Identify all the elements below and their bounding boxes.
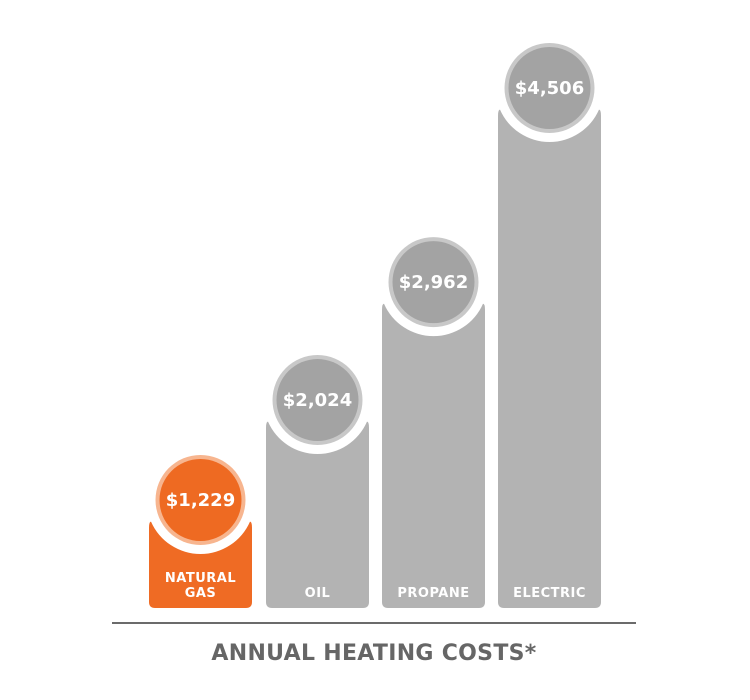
chart-title: ANNUAL HEATING COSTS* <box>211 641 536 666</box>
category-label: GAS <box>185 586 217 601</box>
category-label: OIL <box>305 586 331 601</box>
value-circle <box>392 241 475 324</box>
bar <box>149 521 252 608</box>
value-circle <box>508 47 591 129</box>
bar-group: $4,506 ELECTRIC <box>498 43 601 609</box>
category-label: ELECTRIC <box>513 586 586 601</box>
bar <box>382 303 485 608</box>
bar <box>498 109 601 609</box>
bar-group: $2,024 OIL <box>266 355 369 608</box>
bar <box>266 421 369 608</box>
value-circle <box>159 459 242 541</box>
value-circle <box>276 359 359 442</box>
data-label: $2,024 <box>283 390 352 411</box>
data-label: $4,506 <box>515 78 584 99</box>
data-label: $2,962 <box>399 272 468 293</box>
category-label: PROPANE <box>397 586 469 601</box>
data-label: $1,229 <box>166 490 235 511</box>
bar-group: $2,962 PROPANE <box>382 237 485 608</box>
category-label: NATURAL <box>165 571 236 586</box>
